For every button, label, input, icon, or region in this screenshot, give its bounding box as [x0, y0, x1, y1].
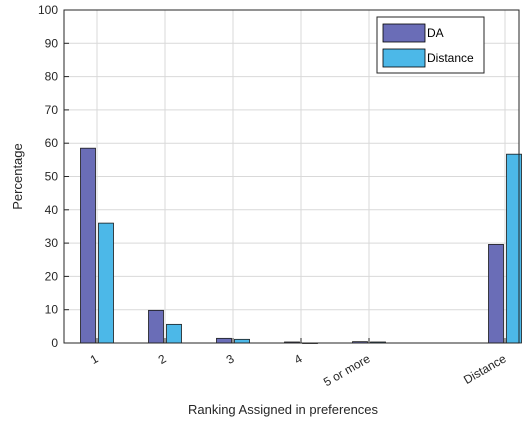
legend-swatch-distance [382, 48, 426, 68]
y-tick-label: 30 [45, 236, 59, 250]
y-tick-label: 10 [45, 303, 59, 317]
bar-distance-1 [98, 222, 114, 344]
x-axis-title: Ranking Assigned in preferences [188, 402, 379, 417]
x-tick-label: 2 [156, 351, 169, 367]
grid-lines [64, 10, 519, 343]
y-axis-title: Percentage [10, 143, 25, 210]
legend-label-da: DA [427, 26, 444, 40]
tick-marks [64, 9, 506, 344]
x-tick-label: 5 or more [321, 351, 373, 389]
y-tick-label: 50 [45, 170, 59, 184]
y-tick-label: 40 [45, 203, 59, 217]
x-tick-label: Distance [461, 351, 509, 387]
y-tick-label: 90 [45, 36, 59, 50]
legend-swatch-da [382, 23, 426, 43]
legend-label-distance: Distance [427, 51, 474, 65]
bar-distance-2 [166, 323, 182, 344]
y-tick-label: 100 [38, 3, 58, 17]
x-tick-label: 3 [224, 351, 237, 367]
y-tick-label: 80 [45, 70, 59, 84]
x-tick-label: 4 [292, 351, 305, 367]
bar-da-1 [80, 147, 96, 344]
y-tick-labels: 0 10 20 30 40 50 60 70 80 90 100 [38, 3, 58, 350]
y-tick-label: 20 [45, 269, 59, 283]
bar-distance-3 [234, 338, 250, 344]
bars [80, 147, 522, 344]
bar-da-3 [216, 337, 232, 344]
y-tick-label: 70 [45, 103, 59, 117]
y-tick-label: 60 [45, 136, 59, 150]
y-tick-label: 0 [51, 336, 58, 350]
legend: DA Distance [376, 16, 485, 74]
x-tick-label: 1 [88, 351, 101, 367]
x-tick-labels: 1 2 3 4 5 or more Distance [88, 351, 509, 389]
bar-da-6 [488, 244, 504, 344]
bar-da-2 [148, 309, 164, 344]
